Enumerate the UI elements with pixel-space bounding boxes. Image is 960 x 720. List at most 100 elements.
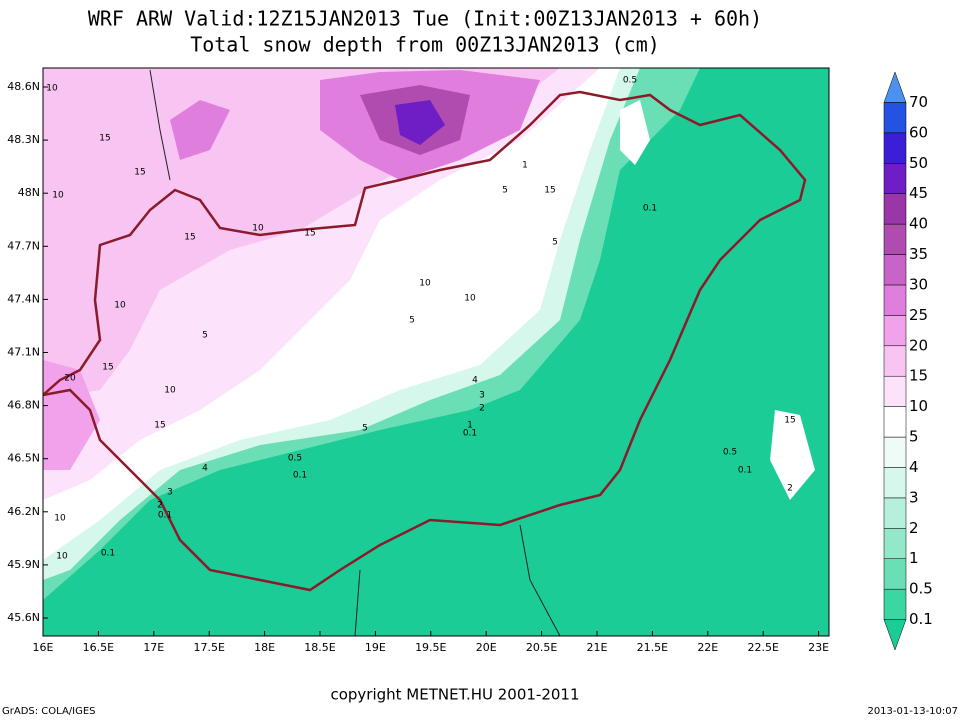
- contour-label: 3: [167, 488, 173, 498]
- lat-label: 46.5N: [7, 452, 40, 465]
- colorbar-swatch: [883, 163, 907, 194]
- contour-label: 15: [784, 416, 795, 426]
- contour-label: 20: [64, 374, 76, 384]
- colorbar-label: 10: [909, 397, 928, 415]
- lon-label: 19.5E: [415, 641, 446, 654]
- colorbar-label: 3: [909, 488, 919, 506]
- contour-label: 0.1: [158, 511, 172, 521]
- colorbar-swatch: [883, 619, 907, 651]
- contour-label: 0.5: [623, 76, 637, 86]
- colorbar-label: 30: [909, 275, 928, 293]
- contour-label: 10: [52, 191, 64, 201]
- colorbar-swatch: [883, 497, 907, 529]
- contour-label: 15: [544, 186, 555, 196]
- contour-label: 10: [46, 84, 58, 94]
- colorbar-swatch: [883, 223, 907, 255]
- lon-label: 19E: [365, 641, 386, 654]
- subtitle: Total snow depth from 00Z13JAN2013 (cm): [190, 33, 660, 57]
- contour-label: 15: [99, 134, 110, 144]
- contour-label: 15: [304, 229, 315, 239]
- colorbar-label: 2: [909, 519, 919, 537]
- colorbar-label: 20: [909, 336, 928, 354]
- lat-label: 46.8N: [7, 399, 40, 412]
- lon-label: 16E: [33, 641, 54, 654]
- contour-label: 0.5: [723, 448, 737, 458]
- region: [620, 100, 650, 165]
- contour-label: 4: [472, 376, 478, 386]
- lat-label: 47.4N: [7, 292, 40, 305]
- lon-label: 17.5E: [193, 641, 224, 654]
- contour-label: 0.1: [101, 549, 115, 559]
- colorbar-label: 60: [909, 123, 928, 141]
- timestamp: 2013-01-13-10:07: [867, 706, 958, 717]
- colorbar-swatch: [883, 71, 907, 103]
- colorbar-label: 5: [909, 428, 919, 446]
- contour-label: 3: [479, 391, 485, 401]
- colorbar-swatch: [883, 284, 907, 316]
- colorbar-label: 0.5: [909, 580, 933, 598]
- contour-label: 10: [54, 514, 66, 524]
- region: [770, 410, 815, 500]
- lon-label: 22.5E: [747, 641, 778, 654]
- region: [170, 100, 230, 160]
- colorbar-swatch: [883, 406, 907, 438]
- contour-label: 5: [409, 316, 415, 326]
- colorbar-swatch: [883, 254, 907, 286]
- colorbar-swatch: [883, 193, 907, 225]
- colorbar-swatch: [883, 558, 907, 590]
- colorbar-swatch: [883, 375, 907, 407]
- colorbar-label: 4: [909, 458, 919, 476]
- colorbar-swatch: [883, 528, 907, 559]
- lat-label: 47.1N: [7, 346, 40, 359]
- colorbar-swatch: [883, 467, 907, 499]
- colorbar-label: 70: [909, 93, 928, 111]
- lon-label: 21E: [587, 641, 608, 654]
- colorbar-label: 15: [909, 367, 928, 385]
- contour-label: 5: [362, 424, 368, 434]
- contour-label: 10: [114, 301, 126, 311]
- contour-label: 5: [552, 238, 558, 248]
- region: [43, 360, 100, 470]
- colorbar-label: 1: [909, 549, 919, 567]
- colorbar-label: 50: [909, 154, 928, 172]
- river: [149, 69, 561, 636]
- lat-label: 48.6N: [7, 80, 40, 93]
- colorbar-swatch: [883, 132, 907, 164]
- contour-label: 15: [134, 168, 145, 178]
- lon-label: 20.5E: [526, 641, 557, 654]
- contour-label: 15: [184, 233, 195, 243]
- contour-label: 5: [502, 186, 508, 196]
- software: GrADS: COLA/IGES: [2, 706, 96, 717]
- region: [395, 100, 445, 145]
- colorbar-swatch: [883, 345, 907, 377]
- contour-label: 0.1: [463, 429, 477, 439]
- contour-label: 10: [164, 386, 176, 396]
- lon-label: 22E: [697, 641, 718, 654]
- colorbar-swatch: [883, 315, 907, 347]
- contour-label: 10: [419, 279, 431, 289]
- title: WRF ARW Valid:12Z15JAN2013 Tue (Init:00Z…: [88, 7, 762, 31]
- lon-label: 17E: [143, 641, 164, 654]
- contour-label: 0.1: [293, 471, 307, 481]
- lat-label: 46.2N: [7, 505, 40, 518]
- contour-label: 0.1: [738, 466, 752, 476]
- contour-label: 10: [464, 294, 476, 304]
- contour-label: 5: [202, 331, 208, 341]
- colorbar-label: 40: [909, 215, 928, 233]
- lat-label: 47.7N: [7, 239, 40, 252]
- lat-label: 45.6N: [7, 611, 40, 624]
- contour-label: 15: [154, 421, 165, 431]
- contour-label: 1: [522, 161, 528, 171]
- colorbar-label: 45: [909, 184, 928, 202]
- contour-label: 2: [157, 501, 163, 511]
- lon-label: 21.5E: [637, 641, 668, 654]
- colorbar-label: 0.1: [909, 610, 933, 628]
- contour-label: 10: [252, 224, 264, 234]
- lat-label: 48N: [18, 186, 40, 199]
- colorbar-label: 25: [909, 306, 928, 324]
- colorbar-swatch: [883, 588, 907, 620]
- lat-label: 45.9N: [7, 558, 40, 571]
- lon-label: 23E: [808, 641, 829, 654]
- map: [42, 67, 830, 637]
